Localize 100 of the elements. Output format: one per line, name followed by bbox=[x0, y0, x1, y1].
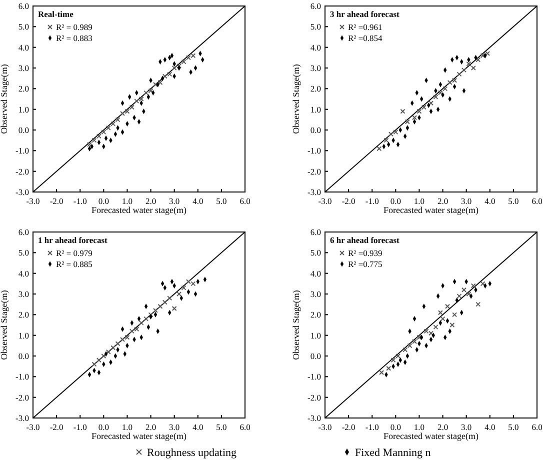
y-tick-label: 1.0 bbox=[310, 330, 321, 340]
y-tick-label: 3.0 bbox=[310, 63, 321, 73]
legend-label: R² =0.961 bbox=[348, 22, 382, 32]
point bbox=[466, 292, 472, 296]
x-tick-label: 1.0 bbox=[122, 196, 133, 206]
point bbox=[466, 61, 472, 66]
point bbox=[461, 68, 466, 73]
point bbox=[456, 294, 462, 299]
point bbox=[480, 281, 486, 286]
point bbox=[167, 296, 172, 301]
x-axis-title: Forecasted water stage(m) bbox=[384, 205, 478, 215]
x-tick-label: 6.0 bbox=[532, 196, 542, 206]
y-tick-label: -2.0 bbox=[16, 166, 29, 176]
point bbox=[396, 354, 401, 358]
legend-label: R² =0.775 bbox=[348, 259, 382, 269]
y-tick-label: -1.0 bbox=[16, 146, 29, 156]
x-tick-label: -1.0 bbox=[73, 196, 87, 206]
legend-label: R² = 0.989 bbox=[56, 22, 92, 32]
point bbox=[386, 366, 392, 371]
point bbox=[407, 343, 412, 348]
legend-label: R² = 0.979 bbox=[56, 248, 92, 258]
point bbox=[456, 72, 462, 77]
y-tick-label: 6.0 bbox=[18, 1, 29, 11]
x-tick-label: 3.0 bbox=[169, 196, 180, 206]
point bbox=[412, 115, 418, 120]
y-tick-label: 0.0 bbox=[18, 351, 29, 361]
y-tick-label: 5.0 bbox=[310, 248, 321, 258]
x-tick-label: 4.0 bbox=[192, 422, 204, 432]
point bbox=[390, 358, 396, 363]
x-tick-label: -2.0 bbox=[342, 196, 356, 206]
y-tick-label: -2.0 bbox=[16, 392, 29, 402]
y-tick-label: 2.0 bbox=[310, 84, 321, 94]
point bbox=[87, 142, 92, 147]
y-tick-label: 6.0 bbox=[310, 227, 321, 237]
y-tick-label: 3.0 bbox=[18, 63, 29, 73]
x-tick-label: 4.0 bbox=[484, 422, 496, 432]
x-tick-label: -1.0 bbox=[365, 422, 379, 432]
point bbox=[470, 66, 476, 70]
x-tick-label: -2.0 bbox=[342, 422, 356, 432]
legend-label: R² =0.854 bbox=[348, 33, 384, 43]
point bbox=[101, 354, 106, 358]
y-tick-label: 4.0 bbox=[310, 268, 321, 278]
legend-label: R² = 0.883 bbox=[56, 33, 92, 43]
y-axis-title: Observed Stage(m) bbox=[0, 290, 9, 360]
point bbox=[444, 304, 450, 309]
y-tick-label: -3.0 bbox=[16, 413, 29, 423]
y-tick-label: 5.0 bbox=[18, 22, 29, 32]
point bbox=[115, 117, 120, 122]
text: Roughness updating bbox=[147, 447, 238, 459]
x-tick-label: 3.0 bbox=[461, 422, 472, 432]
point bbox=[106, 125, 111, 130]
point bbox=[438, 90, 443, 96]
x-tick-label: 5.0 bbox=[216, 196, 227, 206]
x-tick-label: -1.0 bbox=[73, 422, 87, 432]
y-tick-label: -1.0 bbox=[308, 146, 321, 156]
x-tick-label: 0.0 bbox=[98, 422, 109, 432]
point bbox=[110, 121, 116, 126]
point bbox=[162, 300, 168, 305]
y-tick-label: -1.0 bbox=[16, 372, 29, 382]
x-tick-label: 2.0 bbox=[145, 196, 156, 206]
point bbox=[416, 108, 422, 114]
x-tick-label: 6.0 bbox=[532, 422, 542, 432]
x-tick-label: 1.0 bbox=[414, 196, 425, 206]
y-tick-label: -2.0 bbox=[308, 392, 321, 402]
point bbox=[138, 320, 144, 326]
y-tick-label: 2.0 bbox=[18, 84, 29, 94]
y-tick-label: 0.0 bbox=[18, 125, 29, 135]
point bbox=[442, 86, 448, 92]
x-tick-label: 2.0 bbox=[437, 196, 448, 206]
x-tick-label: 3.0 bbox=[461, 196, 472, 206]
x-tick-label: 3.0 bbox=[169, 422, 180, 432]
point bbox=[129, 104, 134, 110]
point bbox=[433, 324, 438, 330]
y-tick-label: -2.0 bbox=[308, 166, 321, 176]
point bbox=[158, 304, 163, 309]
point bbox=[152, 308, 158, 314]
x-tick-label: -2.0 bbox=[50, 196, 64, 206]
y-tick-label: 4.0 bbox=[18, 268, 29, 278]
point bbox=[379, 370, 384, 376]
x-tick-label: 6.0 bbox=[240, 196, 250, 206]
y-tick-label: 6.0 bbox=[310, 1, 321, 11]
legend-label: R² = 0.885 bbox=[56, 259, 92, 269]
y-tick-label: 0.0 bbox=[310, 351, 321, 361]
point bbox=[376, 146, 382, 152]
chart-title: 6 hr ahead forecast bbox=[330, 235, 400, 245]
x-tick-label: -3.0 bbox=[318, 196, 332, 206]
chart-title: Real-time bbox=[38, 9, 74, 19]
point bbox=[438, 310, 443, 316]
y-tick-label: -1.0 bbox=[308, 372, 321, 382]
x-tick-label: 0.0 bbox=[98, 196, 109, 206]
x-axis-title: Forecasted water stage(m) bbox=[92, 431, 186, 441]
point bbox=[476, 302, 481, 307]
legend-label: R² =0.939 bbox=[348, 248, 382, 258]
point bbox=[402, 347, 408, 352]
point bbox=[181, 285, 186, 290]
y-tick-label: 0.0 bbox=[310, 125, 321, 135]
point bbox=[440, 316, 446, 322]
point bbox=[404, 119, 410, 124]
point bbox=[461, 287, 466, 292]
y-tick-label: 4.0 bbox=[18, 42, 29, 52]
